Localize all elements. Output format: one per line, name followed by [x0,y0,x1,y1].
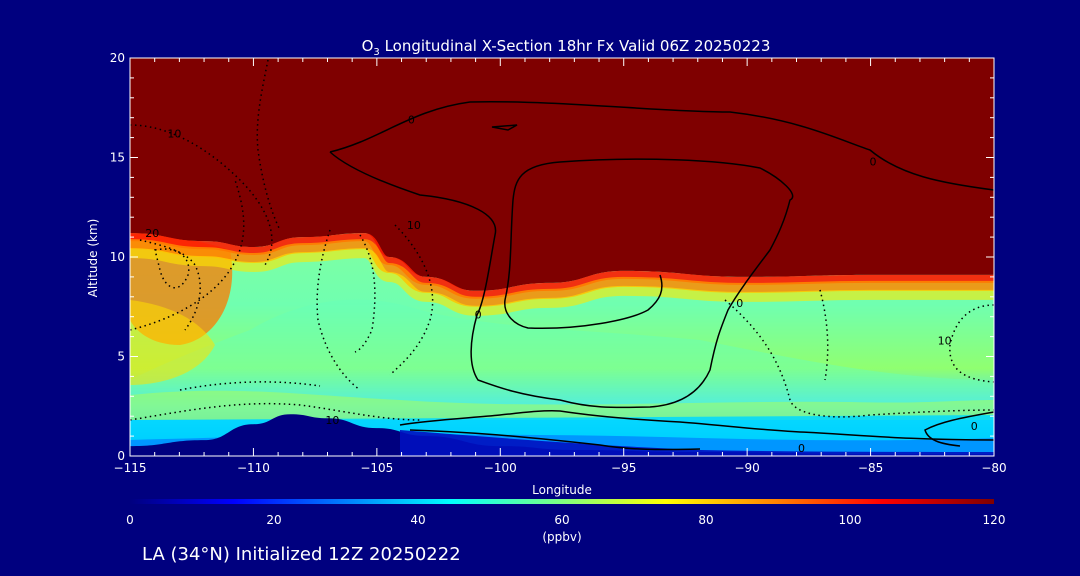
y-tick-label: 10 [110,250,125,264]
western-yellow-lobe [130,300,215,385]
dotted-contours [130,59,994,421]
y-tick-label: 20 [110,51,125,65]
contour-east-surface [924,411,994,447]
contour-labels: 10 20 10 0 0 0 0 10 10 0 0 [145,114,978,455]
contour-label: 20 [145,227,159,240]
contour-dotted-east-2 [949,304,994,383]
x-tick-label: −95 [611,461,636,475]
contour-label: 0 [475,309,482,322]
footer-text: LA (34°N) Initialized 12Z 20250222 [142,544,461,565]
x-tick-label: −80 [981,461,1006,475]
x-axis: −115 −110 −105 −100 −95 −90 −85 −80 [114,58,1007,475]
contour-dotted-east-3 [819,289,829,381]
contour-label: 10 [325,414,339,427]
y-axis: 0 5 10 15 20 [110,51,994,463]
colorbar-tick-label: 40 [410,513,425,527]
x-tick-label: −115 [114,461,147,475]
terrain [130,414,994,456]
contour-surface [409,429,701,451]
contour-dotted-west-1 [130,124,273,266]
x-tick-label: −85 [858,461,883,475]
colorbar-tick-label: 60 [554,513,569,527]
contour-dotted-mid-2 [389,224,434,376]
colorbar-tick-label: 80 [698,513,713,527]
colorbar-unit: (ppbv) [542,530,581,544]
y-tick-label: 15 [110,151,125,165]
colorbar-tick-label: 120 [983,513,1006,527]
boundary-layer-band [130,390,994,420]
contour-label: 0 [870,155,877,168]
contour-dotted-west-3 [154,248,190,289]
field-layers [130,58,994,456]
contour-label: 10 [167,128,181,141]
y-tick-label: 0 [117,449,125,463]
contour-dotted-mid-1 [316,229,361,391]
x-tick-label: −90 [734,461,759,475]
x-tick-label: −100 [484,461,517,475]
colorbar-tick-label: 0 [126,513,134,527]
x-tick-label: −110 [237,461,270,475]
contour-lower [399,410,994,441]
contour-zero-left-branch [329,151,794,409]
contour-label: 0 [736,297,743,310]
y-tick-label: 5 [117,350,125,364]
contour-small-loop [491,124,518,131]
colorbar-ticks: 0 20 40 60 80 100 120 [126,513,1005,527]
solid-contours [329,101,994,451]
tropopause-yellow-band [130,248,994,316]
x-axis-label: Longitude [532,483,592,497]
contour-label: 10 [407,219,421,232]
mid-troposphere-core [130,299,994,420]
tropopause-orange-band [130,239,994,307]
colorbar-tick-label: 20 [266,513,281,527]
terrain-shallow-band [400,430,994,456]
contour-dotted-top-left [256,59,281,231]
contour-zero-upper [329,101,994,191]
contour-label: 0 [971,420,978,433]
contour-label: 10 [938,335,952,348]
contour-label: 0 [798,442,805,455]
x-tick-label: −105 [360,461,393,475]
contour-dotted-low [130,402,421,421]
colorbar-tick-label: 100 [839,513,862,527]
contour-label: 0 [408,114,415,127]
y-axis-label: Altitude (km) [86,219,100,298]
chart-title: O3 Longitudinal X-Section 18hr Fx Valid … [362,37,771,58]
colorbar [130,499,994,504]
tropopause-red-band [130,233,994,299]
